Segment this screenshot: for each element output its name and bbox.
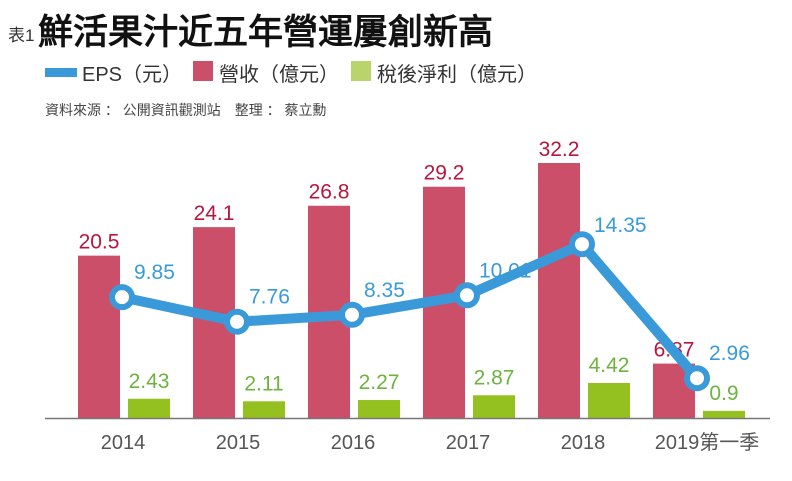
- net-income-label: 0.9: [709, 382, 738, 405]
- net-income-bar: [703, 410, 745, 418]
- eps-label: 14.35: [594, 214, 647, 237]
- eps-point: [569, 231, 595, 258]
- x-tick-label: 2017: [446, 432, 491, 454]
- net-income-label: 2.43: [129, 370, 170, 393]
- net-income-label: 2.11: [244, 372, 283, 395]
- legend-label-net-income: 稅後淨利（億元）: [377, 63, 537, 86]
- net-income-label: 2.87: [474, 366, 515, 389]
- legend-label-revenue: 營收（億元）: [219, 63, 339, 86]
- revenue-label: 24.1: [194, 202, 235, 225]
- x-tick-label: 2016: [331, 432, 376, 454]
- x-tick-label: 2019第一季: [655, 431, 760, 454]
- revenue-label: 29.2: [424, 162, 465, 185]
- eps-label: 8.35: [364, 279, 405, 302]
- eps-line: [120, 239, 701, 382]
- eps-label: 10.01: [479, 259, 532, 282]
- revenue-label: 32.2: [539, 138, 580, 161]
- chart-title: 鮮活果汁近五年營運屢創新高: [38, 13, 493, 52]
- revenue-bar: [78, 255, 120, 418]
- net-income-bar: [473, 395, 515, 418]
- net-income-bar: [243, 401, 285, 418]
- net-income-label: 4.42: [589, 354, 630, 377]
- revenue-bar: [538, 162, 580, 418]
- net-income-bar: [588, 382, 630, 418]
- table-number: 表1: [8, 26, 34, 45]
- eps-point: [224, 308, 250, 335]
- source-note: 資料來源 ： 公開資訊觀測站 整理 ： 蔡立勳: [45, 102, 327, 118]
- eps-label: 7.76: [249, 286, 290, 309]
- eps-label: 2.96: [709, 342, 750, 365]
- net-income-bar: [128, 398, 170, 418]
- revenue-label: 26.8: [309, 181, 350, 204]
- x-tick-label: 2015: [216, 432, 261, 454]
- legend-swatch-eps: [45, 68, 77, 77]
- legend-swatch-net-income: [351, 61, 371, 81]
- net-income-label: 2.27: [359, 371, 400, 394]
- x-tick-label: 2018: [561, 432, 606, 454]
- revenue-label: 20.5: [79, 231, 120, 254]
- x-tick-label: 2014: [101, 432, 146, 454]
- eps-label: 9.85: [134, 261, 175, 284]
- net-income-bar: [358, 400, 400, 418]
- legend-label-eps: EPS（元）: [82, 63, 182, 86]
- eps-point: [109, 284, 135, 311]
- legend: EPS（元） 營收（億元） 稅後淨利（億元）: [45, 61, 537, 86]
- legend-swatch-revenue: [193, 61, 213, 81]
- eps-point: [684, 365, 710, 392]
- eps-point: [454, 282, 480, 309]
- eps-point: [339, 301, 365, 328]
